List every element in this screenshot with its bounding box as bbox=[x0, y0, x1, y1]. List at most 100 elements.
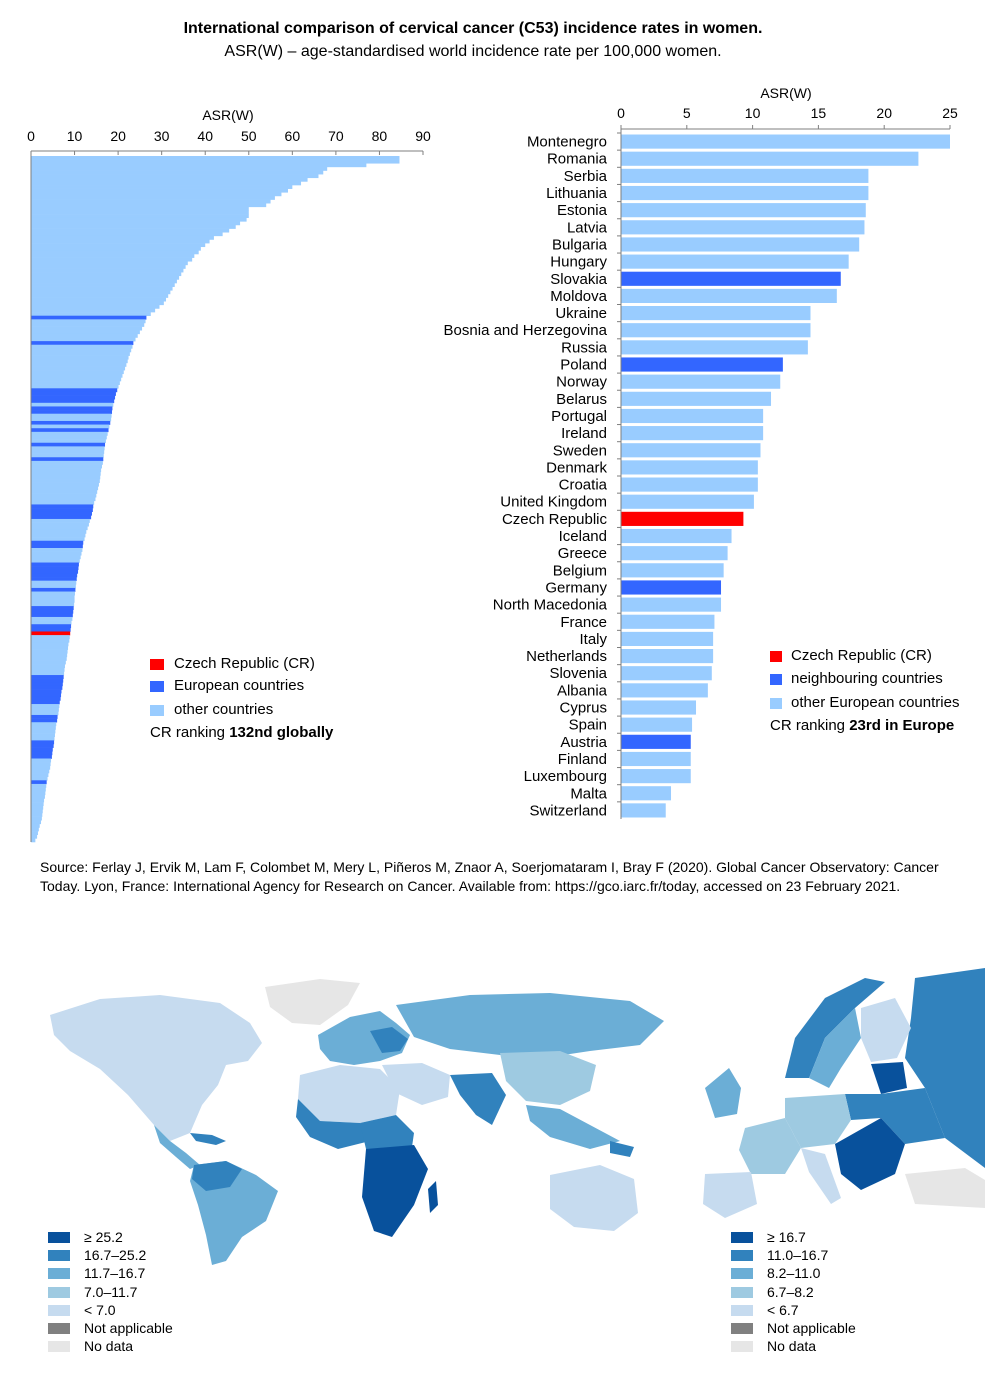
europe-map-legend: ≥ 16.7 11.0–16.7 8.2–11.0 6.7–8.2 < 6.7 Not a… bbox=[731, 1229, 931, 1359]
europe-bar-other bbox=[621, 786, 672, 801]
global-bar-other bbox=[31, 558, 80, 563]
global-bar-other bbox=[31, 791, 46, 796]
global-bar-other bbox=[31, 159, 400, 164]
global-bar-other bbox=[31, 635, 70, 640]
europe-category-label: Portugal bbox=[551, 408, 607, 425]
global-bar-other bbox=[31, 649, 68, 654]
global-bar-european bbox=[31, 718, 58, 723]
world-map-regions bbox=[50, 979, 664, 1265]
global-bar-other bbox=[31, 214, 249, 218]
global-bar-european bbox=[31, 562, 79, 567]
global-bar-other bbox=[31, 188, 288, 193]
europe-category-label: Ireland bbox=[561, 425, 607, 442]
europe-category-label: Hungary bbox=[550, 254, 607, 271]
europe-bar-other bbox=[621, 220, 865, 235]
global-bar-other bbox=[31, 228, 230, 233]
global-bar-european bbox=[31, 391, 116, 396]
global-bar-other bbox=[31, 653, 68, 658]
global-bar-other bbox=[31, 297, 167, 302]
world-map-legend: ≥ 25.2 16.7–25.2 11.7–16.7 7.0–11.7 < 7.0 Not… bbox=[48, 1229, 248, 1359]
global-bar-other bbox=[31, 475, 101, 480]
europe-category-label: Switzerland bbox=[529, 802, 607, 819]
europe-bar-other bbox=[621, 374, 781, 389]
global-bar-european bbox=[31, 609, 74, 614]
europe-bar-other bbox=[621, 134, 950, 149]
map-legend-swatch bbox=[48, 1268, 70, 1280]
global-bar-european bbox=[31, 341, 134, 346]
global-bar-other bbox=[31, 769, 50, 774]
map-legend-label: < 6.7 bbox=[767, 1301, 799, 1318]
europe-x-axis-label: ASR(W) bbox=[760, 85, 811, 101]
global-bar-other bbox=[31, 660, 66, 665]
global-bar-other bbox=[31, 355, 129, 360]
global-bar-other bbox=[31, 838, 36, 843]
global-bar-european bbox=[31, 504, 94, 509]
global-bar-other bbox=[31, 235, 214, 240]
global-bar-other bbox=[31, 704, 60, 708]
europe-bar-other bbox=[621, 769, 691, 784]
global-bar-other bbox=[31, 181, 302, 186]
global-x-tick-label: 30 bbox=[154, 128, 170, 144]
europe-bar-other bbox=[621, 323, 811, 338]
europe-category-label: Ukraine bbox=[555, 305, 607, 322]
global-x-tick-label: 80 bbox=[372, 128, 388, 144]
europe-bar-other bbox=[621, 666, 712, 681]
global-bar-other bbox=[31, 805, 44, 810]
global-bar-other bbox=[31, 580, 77, 585]
global-bar-european bbox=[31, 457, 104, 462]
europe-bar-other bbox=[621, 391, 772, 406]
europe-map bbox=[685, 968, 985, 1223]
europe-bar-other bbox=[621, 151, 919, 166]
global-bar-other bbox=[31, 279, 177, 284]
global-bar-other bbox=[31, 352, 130, 356]
global-bar-other bbox=[31, 664, 65, 669]
global-bar-other bbox=[31, 707, 59, 712]
map-south-asia bbox=[450, 1073, 506, 1125]
map-legend-label: ≥ 25.2 bbox=[84, 1229, 123, 1245]
global-bar-european bbox=[31, 540, 84, 545]
global-bar-other bbox=[31, 794, 45, 799]
global-bar-other bbox=[31, 667, 65, 672]
global-ranking-chart: ASR(W) 0 10 20 30 40 50 60 70 80 90 bbox=[27, 107, 431, 843]
global-bar-other bbox=[31, 758, 52, 763]
map-legend-swatch bbox=[48, 1286, 70, 1298]
europe-x-tick-label: 10 bbox=[745, 105, 761, 121]
global-bar-other bbox=[31, 283, 175, 287]
europe-category-label: Iceland bbox=[559, 528, 607, 545]
global-bar-other bbox=[31, 417, 112, 422]
europe-category-label: Germany bbox=[545, 579, 607, 596]
global-bar-other bbox=[31, 500, 95, 505]
global-bar-other bbox=[31, 479, 100, 483]
global-bar-other bbox=[31, 834, 38, 839]
global-bar-czech bbox=[31, 631, 71, 636]
global-bar-other bbox=[31, 362, 127, 367]
map-png bbox=[610, 1141, 634, 1157]
global-bars bbox=[31, 156, 400, 843]
europe-bar-other bbox=[621, 460, 758, 475]
global-bar-other bbox=[31, 239, 210, 244]
global-bar-other bbox=[31, 656, 67, 661]
global-bar-other bbox=[31, 725, 56, 730]
global-bar-other bbox=[31, 493, 97, 498]
global-bar-other bbox=[31, 326, 143, 331]
global-x-tick-label: 10 bbox=[67, 128, 83, 144]
europe-bar-other bbox=[621, 340, 808, 355]
global-bar-other bbox=[31, 671, 65, 676]
legend-swatch-czech bbox=[150, 659, 164, 670]
global-bar-european bbox=[31, 714, 58, 719]
europe-category-label: Moldova bbox=[550, 288, 607, 305]
global-bar-european bbox=[31, 569, 79, 574]
global-bar-other bbox=[31, 591, 75, 596]
europe-map-regions bbox=[703, 968, 985, 1218]
map-uk-ireland bbox=[705, 1068, 741, 1118]
global-bar-other bbox=[31, 304, 160, 309]
global-x-tick-label: 0 bbox=[27, 128, 35, 144]
global-bar-european bbox=[31, 685, 63, 690]
europe-category-label: Russia bbox=[561, 339, 608, 356]
global-bar-other bbox=[31, 798, 45, 803]
map-sweden bbox=[809, 1008, 861, 1088]
global-bar-european bbox=[31, 606, 74, 610]
global-bar-other bbox=[31, 762, 51, 767]
global-bar-other bbox=[31, 823, 40, 828]
europe-bar-neighbour bbox=[621, 271, 841, 286]
